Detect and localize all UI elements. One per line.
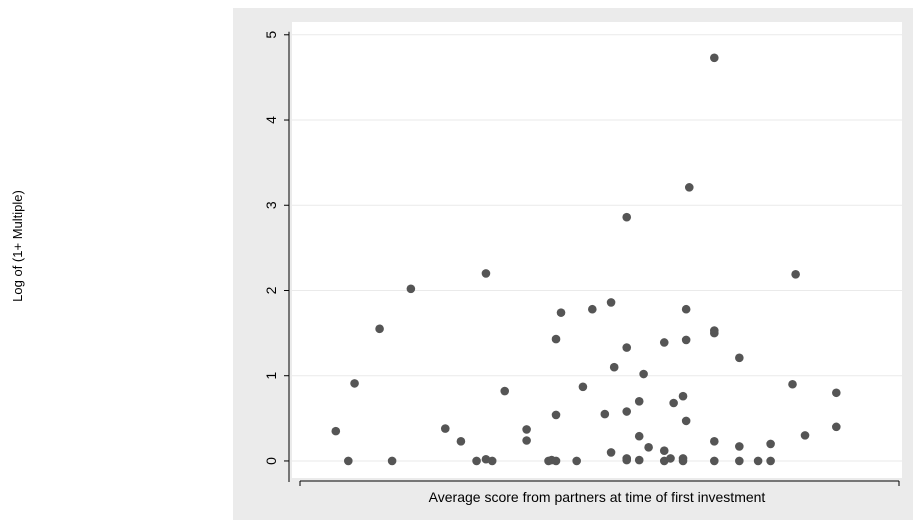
data-point	[832, 422, 841, 432]
data-point	[551, 456, 561, 466]
data-point	[556, 308, 566, 317]
data-point	[766, 439, 775, 449]
data-point	[788, 379, 797, 389]
data-point	[684, 183, 694, 192]
data-point	[331, 426, 341, 436]
data-point	[735, 456, 744, 466]
data-point	[678, 391, 688, 401]
x-axis-label: Average score from partners at time of f…	[429, 489, 766, 505]
data-point	[634, 431, 644, 441]
data-point	[350, 379, 359, 388]
data-point	[572, 456, 581, 466]
data-point	[710, 456, 719, 466]
y-tick-label: 1	[263, 372, 279, 380]
data-point	[606, 448, 616, 457]
data-point	[472, 456, 481, 466]
y-axis-label: Log of (1+ Multiple)	[10, 190, 25, 302]
data-points	[331, 53, 841, 466]
data-point	[375, 324, 384, 334]
axes: 0 1 2 3 4 5	[263, 31, 900, 486]
data-point	[669, 398, 678, 408]
data-point	[387, 456, 397, 466]
data-point	[678, 456, 688, 466]
data-point	[644, 443, 653, 452]
y-tick-label: 0	[263, 457, 279, 465]
data-point	[735, 442, 744, 451]
data-point	[522, 425, 531, 434]
data-point	[832, 388, 841, 398]
data-point	[622, 455, 632, 465]
data-point	[681, 335, 691, 345]
data-point	[800, 431, 810, 440]
data-point	[639, 369, 648, 379]
data-point	[551, 334, 561, 344]
data-point	[481, 269, 491, 278]
data-point	[659, 338, 669, 347]
data-point	[344, 456, 353, 466]
y-tick-label: 3	[263, 201, 279, 209]
data-point	[766, 456, 775, 466]
data-point	[634, 455, 644, 465]
data-point	[456, 437, 466, 446]
data-point	[681, 304, 691, 314]
data-point	[710, 53, 719, 63]
data-point	[710, 437, 719, 446]
y-tick-label: 5	[263, 31, 279, 39]
data-point	[622, 212, 632, 222]
data-point	[659, 446, 669, 456]
data-point	[710, 328, 719, 338]
data-point	[622, 407, 632, 416]
data-point	[753, 456, 763, 466]
data-point	[634, 396, 644, 406]
data-point	[500, 386, 510, 396]
data-point	[606, 298, 616, 307]
data-point	[735, 353, 744, 363]
plot-panel	[292, 22, 902, 478]
data-point	[666, 454, 675, 463]
data-point	[578, 382, 588, 392]
data-point	[681, 416, 691, 426]
data-point	[440, 424, 450, 433]
data-point	[609, 362, 619, 372]
data-point	[522, 436, 531, 445]
gridlines	[292, 34, 902, 462]
y-tick-label: 4	[263, 116, 279, 124]
data-point	[622, 343, 632, 352]
data-point	[791, 269, 800, 279]
y-tick-label: 2	[263, 286, 279, 294]
data-point	[551, 410, 561, 420]
data-point	[487, 456, 497, 466]
data-point	[406, 284, 416, 294]
data-point	[600, 409, 610, 419]
data-point	[588, 304, 597, 314]
